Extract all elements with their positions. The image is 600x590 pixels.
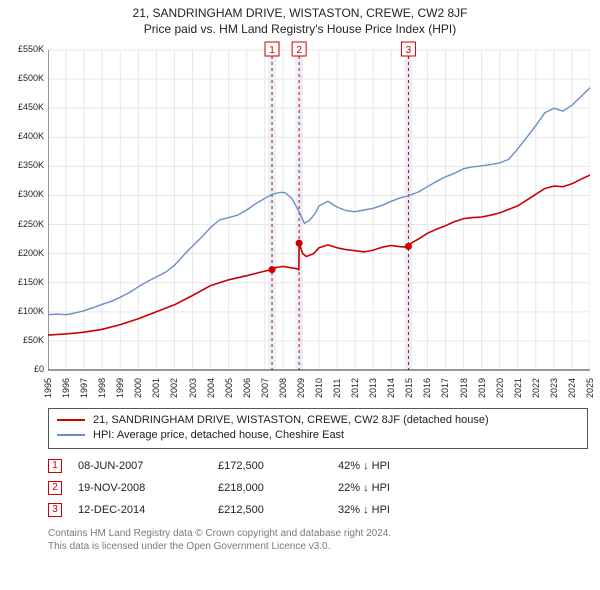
y-tick-label: £100K xyxy=(4,306,44,316)
x-tick-label: 2015 xyxy=(404,378,414,398)
legend-row-property: 21, SANDRINGHAM DRIVE, WISTASTON, CREWE,… xyxy=(57,413,579,428)
svg-text:1: 1 xyxy=(269,45,275,56)
legend-swatch-hpi xyxy=(57,434,85,436)
x-tick-label: 2000 xyxy=(133,378,143,398)
x-tick-label: 2022 xyxy=(531,378,541,398)
legend-swatch-property xyxy=(57,419,85,421)
sale-number-box: 2 xyxy=(48,481,62,495)
x-tick-label: 2016 xyxy=(422,378,432,398)
legend-label-property: 21, SANDRINGHAM DRIVE, WISTASTON, CREWE,… xyxy=(93,413,489,428)
license-text: Contains HM Land Registry data © Crown c… xyxy=(48,527,588,554)
chart-area: 123 £0£50K£100K£150K£200K£250K£300K£350K… xyxy=(48,40,590,400)
y-tick-label: £500K xyxy=(4,73,44,83)
sale-price: £212,500 xyxy=(218,504,338,516)
y-tick-label: £300K xyxy=(4,189,44,199)
price-chart: 1 2 3 xyxy=(48,40,590,400)
x-tick-label: 2014 xyxy=(386,378,396,398)
y-tick-label: £550K xyxy=(4,44,44,54)
y-tick-label: £450K xyxy=(4,102,44,112)
x-tick-label: 2024 xyxy=(567,378,577,398)
legend-label-hpi: HPI: Average price, detached house, Ches… xyxy=(93,428,344,443)
license-line-1: Contains HM Land Registry data © Crown c… xyxy=(48,527,588,541)
x-tick-label: 2008 xyxy=(278,378,288,398)
x-tick-label: 2020 xyxy=(495,378,505,398)
x-tick-label: 2005 xyxy=(224,378,234,398)
legend-row-hpi: HPI: Average price, detached house, Ches… xyxy=(57,428,579,443)
x-tick-label: 2002 xyxy=(169,378,179,398)
x-tick-label: 2007 xyxy=(260,378,270,398)
title-subtitle: Price paid vs. HM Land Registry's House … xyxy=(0,22,600,36)
x-tick-label: 2025 xyxy=(585,378,595,398)
sale-date: 12-DEC-2014 xyxy=(78,504,218,516)
y-tick-label: £50K xyxy=(4,335,44,345)
y-tick-label: £0 xyxy=(4,364,44,374)
sale-number-box: 1 xyxy=(48,459,62,473)
sale-date: 08-JUN-2007 xyxy=(78,460,218,472)
title-address: 21, SANDRINGHAM DRIVE, WISTASTON, CREWE,… xyxy=(0,6,600,20)
svg-text:2: 2 xyxy=(296,45,302,56)
y-tick-label: £350K xyxy=(4,160,44,170)
x-tick-label: 2013 xyxy=(368,378,378,398)
y-tick-label: £250K xyxy=(4,219,44,229)
sale-date: 19-NOV-2008 xyxy=(78,482,218,494)
x-tick-label: 2001 xyxy=(151,378,161,398)
sale-row: 1 08-JUN-2007£172,50042% ↓ HPI xyxy=(48,455,588,477)
x-tick-label: 2003 xyxy=(188,378,198,398)
x-tick-label: 1995 xyxy=(43,378,53,398)
x-tick-label: 1996 xyxy=(61,378,71,398)
x-tick-label: 2009 xyxy=(296,378,306,398)
x-tick-label: 2004 xyxy=(206,378,216,398)
x-tick-label: 2011 xyxy=(332,379,342,398)
sale-price: £172,500 xyxy=(218,460,338,472)
x-tick-label: 2006 xyxy=(242,378,252,398)
x-tick-label: 2019 xyxy=(477,378,487,398)
sale-hpi-delta: 22% ↓ HPI xyxy=(338,482,458,494)
legend-box: 21, SANDRINGHAM DRIVE, WISTASTON, CREWE,… xyxy=(48,408,588,449)
sales-table: 1 08-JUN-2007£172,50042% ↓ HPI 2 19-NOV-200… xyxy=(48,455,588,521)
sale-number-box: 3 xyxy=(48,503,62,517)
sale-price: £218,000 xyxy=(218,482,338,494)
x-tick-label: 1998 xyxy=(97,378,107,398)
sale-hpi-delta: 32% ↓ HPI xyxy=(338,504,458,516)
x-tick-label: 2023 xyxy=(549,378,559,398)
x-tick-label: 2012 xyxy=(350,378,360,398)
license-line-2: This data is licensed under the Open Gov… xyxy=(48,540,588,554)
x-tick-label: 1999 xyxy=(115,378,125,398)
sale-row: 3 12-DEC-2014£212,50032% ↓ HPI xyxy=(48,499,588,521)
y-tick-label: £150K xyxy=(4,277,44,287)
x-tick-label: 2018 xyxy=(459,378,469,398)
sale-hpi-delta: 42% ↓ HPI xyxy=(338,460,458,472)
y-tick-label: £200K xyxy=(4,248,44,258)
x-tick-label: 1997 xyxy=(79,378,89,398)
svg-text:3: 3 xyxy=(406,45,412,56)
x-tick-label: 2017 xyxy=(440,378,450,398)
x-tick-label: 2021 xyxy=(513,378,523,398)
sale-row: 2 19-NOV-2008£218,00022% ↓ HPI xyxy=(48,477,588,499)
chart-card: 21, SANDRINGHAM DRIVE, WISTASTON, CREWE,… xyxy=(0,0,600,590)
y-tick-label: £400K xyxy=(4,131,44,141)
x-tick-label: 2010 xyxy=(314,378,324,398)
